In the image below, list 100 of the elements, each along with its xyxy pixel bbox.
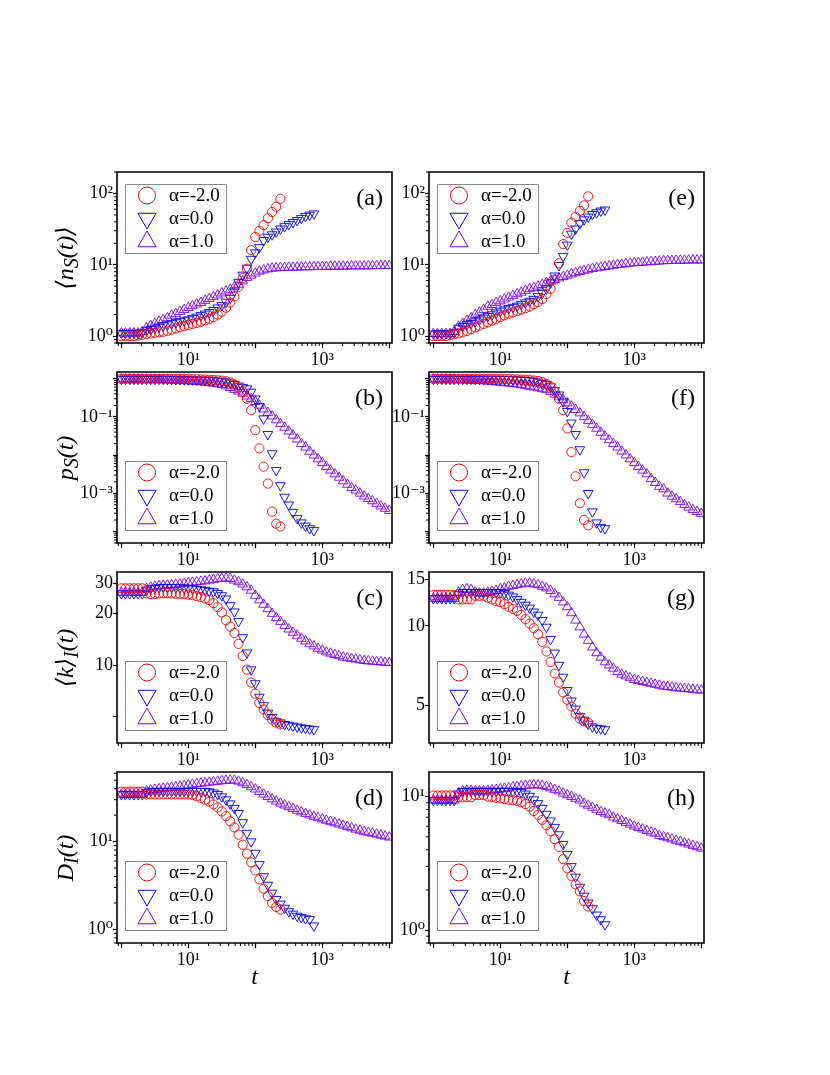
point [579, 896, 590, 907]
point [440, 790, 451, 801]
point [465, 792, 477, 803]
point [174, 584, 186, 594]
point [591, 724, 602, 735]
point [465, 594, 477, 605]
point [545, 283, 556, 294]
point [229, 822, 240, 833]
point [170, 584, 182, 594]
point [503, 308, 514, 319]
point [237, 634, 249, 644]
point [587, 211, 598, 221]
point [275, 482, 286, 492]
x-tick-label: 10³ [310, 748, 335, 769]
point [191, 591, 202, 602]
point [469, 318, 481, 328]
point [229, 608, 240, 618]
point [166, 324, 177, 335]
point [254, 861, 265, 871]
point [528, 623, 539, 634]
x-tick-label: 10³ [310, 348, 335, 369]
point [490, 309, 502, 319]
point [250, 865, 261, 876]
point [591, 209, 602, 219]
point [258, 237, 269, 247]
point [562, 227, 573, 238]
x-tick-label: 10¹ [488, 748, 513, 769]
point [262, 881, 274, 892]
point [461, 594, 472, 605]
point [216, 793, 228, 803]
legend-label: α=-2.0 [169, 661, 220, 683]
point [562, 241, 573, 251]
point [117, 590, 127, 600]
point [566, 217, 577, 228]
point [532, 293, 544, 303]
point [178, 584, 190, 594]
point [570, 873, 581, 884]
point [457, 792, 468, 803]
point [583, 191, 594, 202]
point [491, 596, 502, 607]
point [562, 423, 573, 434]
point [153, 327, 165, 338]
point [528, 295, 540, 306]
point [486, 787, 498, 798]
point [241, 848, 252, 859]
point [499, 598, 510, 610]
point [515, 300, 527, 311]
point [537, 294, 548, 305]
point [267, 206, 278, 218]
point [287, 508, 299, 519]
point [270, 228, 282, 238]
point [229, 627, 240, 639]
point [528, 805, 539, 817]
point [308, 726, 320, 736]
point [158, 326, 169, 337]
point [220, 796, 232, 806]
point [574, 446, 586, 456]
point [553, 661, 565, 672]
point [245, 838, 257, 848]
point [557, 840, 569, 851]
point [507, 603, 518, 614]
point [178, 317, 190, 327]
point [157, 584, 169, 594]
point [241, 385, 253, 395]
y-tick-label: 10⁻³ [80, 482, 114, 503]
point [300, 724, 311, 735]
point [524, 301, 535, 312]
point [208, 799, 219, 810]
x-tick-label: 10¹ [488, 948, 513, 969]
point [520, 303, 531, 314]
legend-label: α=-2.0 [481, 661, 532, 683]
point [570, 471, 581, 482]
point [461, 589, 473, 599]
point [191, 313, 202, 323]
point [445, 790, 456, 801]
point [174, 322, 186, 333]
x-tick-label: 10³ [622, 348, 647, 369]
point [237, 819, 249, 829]
point [453, 590, 464, 601]
point [183, 316, 194, 326]
point [258, 883, 269, 894]
point [520, 799, 531, 810]
point [432, 790, 443, 801]
point [599, 921, 611, 931]
point [558, 405, 569, 416]
point [149, 584, 161, 595]
point [216, 592, 228, 602]
point [212, 589, 223, 600]
point [570, 708, 581, 719]
point [545, 656, 556, 668]
point [279, 721, 290, 731]
point [262, 478, 273, 489]
point [429, 790, 439, 801]
point [283, 908, 295, 918]
point [187, 590, 198, 601]
point [578, 216, 590, 226]
x-tick-label: 10³ [622, 948, 647, 969]
point [495, 311, 506, 323]
point [599, 525, 611, 535]
x-tick-label: 10¹ [488, 348, 513, 369]
